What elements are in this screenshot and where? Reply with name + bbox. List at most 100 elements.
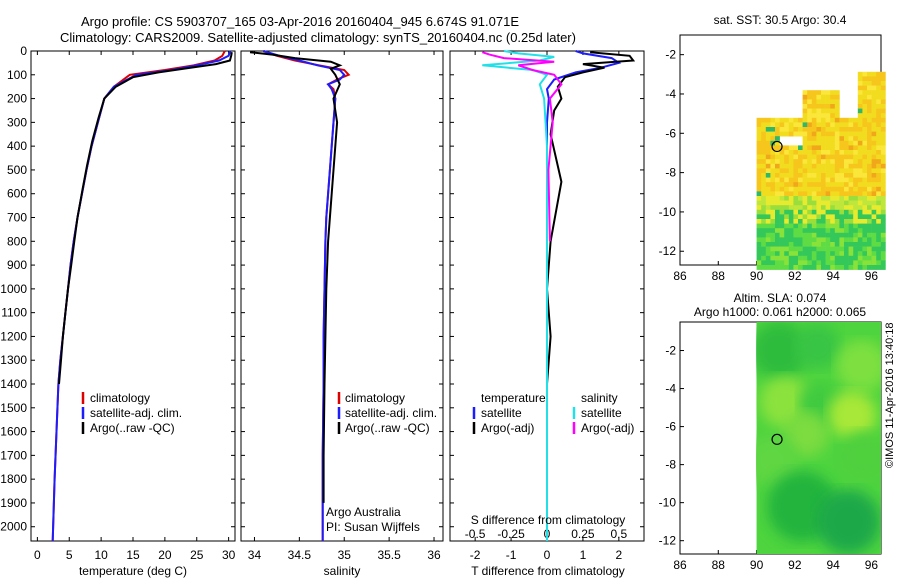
sst-grid-cell [802,163,808,169]
sst-grid-cell [880,265,886,270]
sst-grid-cell [871,242,877,247]
sst-grid-cell [871,182,877,188]
sst-grid-cell [880,255,886,261]
sst-grid-cell [830,104,836,109]
sst-grid-cell [765,209,771,215]
sst-grid-cell [779,219,785,224]
sst-grid-cell [839,159,845,165]
sst-grid-cell [821,122,826,128]
depth-tick-label: 800 [7,234,27,248]
sst-grid-cell [853,200,859,206]
sst-grid-cell [765,159,771,165]
x-tick-label: 2 [616,548,623,562]
x-tick-label: 15 [126,548,140,562]
sst-grid-cell [880,200,886,206]
sst-grid-cell [834,237,840,243]
sst-grid-cell [765,260,771,266]
sst-grid-cell [839,265,845,270]
sst-grid-cell [844,255,849,261]
sst-grid-cell [798,214,803,220]
sst-grid-cell [848,196,854,201]
sst-grid-cell [867,81,872,86]
sst-grid-cell [844,145,849,151]
sst-grid-cell [825,159,831,165]
sst-grid-cell [807,214,813,220]
sst-grid-cell [880,85,886,91]
sst-grid-cell [880,104,886,109]
sst-grid-cell [880,214,886,220]
sst-grid-cell [793,209,799,215]
sst-grid-cell [871,237,877,243]
sst-grid-cell [770,237,776,243]
sst-grid-cell [880,108,886,114]
sst-grid-cell [756,255,762,261]
sst-grid-cell [756,117,762,123]
sst-grid-cell [807,136,813,142]
sst-grid-cell [848,182,854,188]
sst-grid-cell [876,214,882,220]
sst-grid-cell [821,168,826,174]
sst-grid-cell [853,265,859,270]
sst-grid-cell [765,255,771,261]
sst-grid-cell [880,186,886,192]
sst-grid-cell [834,214,840,220]
sst-grid-cell [876,99,882,105]
x-tick-label: -2 [470,548,481,562]
sst-grid-cell [770,242,776,247]
sst-grid-cell [834,122,840,128]
sla-anomaly-blob [838,431,881,483]
sst-grid-cell [862,177,868,183]
series-line-temperature-satellite [545,50,622,541]
sst-grid-cell [788,186,794,192]
sst-grid-cell [807,205,813,211]
sst-grid-cell [770,232,776,238]
sst-grid-cell [834,255,840,261]
sst-grid-cell [816,242,822,247]
sst-grid-cell [821,205,826,211]
sst-grid-cell [807,163,813,169]
sst-grid-cell [761,228,767,234]
sst-grid-cell [816,127,822,132]
sst-grid-cell [784,232,790,238]
sst-grid-cell [857,173,863,178]
sst-grid-cell [867,150,872,155]
sst-grid-cell [788,163,794,169]
sst-grid-cell [788,117,794,123]
sst-grid-cell [871,108,877,114]
sst-grid-cell [857,251,863,257]
sst-grid-cell [834,219,840,224]
sst-grid-cell [867,246,872,252]
sst-grid-cell [802,255,808,261]
sst-grid-cell [848,223,854,229]
sst-grid-cell [876,191,882,197]
temperature-plot-frame [30,50,236,542]
sst-grid-cell [848,255,854,261]
sst-grid-cell [821,99,826,105]
sst-grid-cell [756,131,762,137]
sst-grid-cell [834,251,840,257]
sst-grid-cell [765,154,771,160]
sst-grid-cell [862,140,868,146]
sst-grid-cell [770,117,776,123]
sst-grid-cell [775,182,780,188]
sst-grid-cell [770,214,776,220]
sst-grid-cell [862,255,868,261]
sst-grid-cell [876,209,882,215]
sst-grid-cell [788,232,794,238]
sst-grid-cell [779,209,785,215]
sst-grid-cell [821,177,826,183]
sst-grid-cell [788,182,794,188]
sst-grid-cell [848,131,854,137]
sst-grid-cell [880,150,886,155]
sst-grid-cell [802,159,808,165]
sst-grid-cell [798,260,803,266]
sst-grid-cell [862,237,868,243]
sst-grid-cell [834,113,840,119]
sla-anomaly-blob [783,411,829,457]
x-tick-label: 36 [427,548,441,562]
sst-grid-cell [821,131,826,137]
sst-grid-cell [848,191,854,197]
sst-grid-cell [779,127,785,132]
sst-grid-cell [770,191,776,197]
depth-tick-label: 1000 [0,282,27,296]
